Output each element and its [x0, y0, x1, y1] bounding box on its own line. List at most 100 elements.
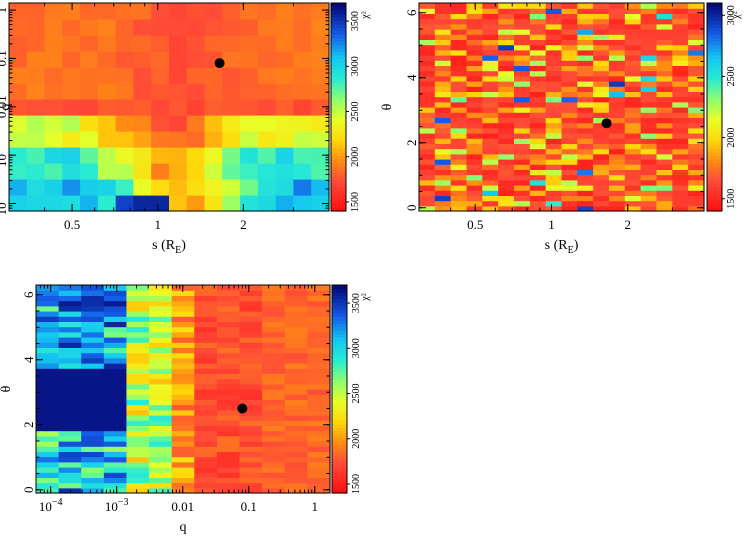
heatmap-cell	[133, 163, 152, 180]
heatmap-cell	[126, 467, 150, 473]
heatmap-cell	[434, 44, 452, 51]
heatmap-cell	[466, 55, 483, 61]
heatmap-cell	[36, 435, 60, 442]
heatmap-cell	[239, 290, 263, 296]
colorbar-swatch	[331, 141, 346, 146]
colorbar-swatch	[707, 145, 722, 150]
heatmap-cell	[169, 147, 188, 164]
heatmap-cell	[593, 75, 610, 82]
colorbar-swatch	[331, 86, 346, 91]
heatmap-cell	[126, 415, 150, 421]
heatmap-cell	[36, 331, 60, 338]
heatmap-cell	[577, 96, 594, 103]
heatmap-cell	[293, 147, 312, 164]
colorbar-swatch	[331, 148, 346, 153]
colorbar-swatch	[331, 120, 346, 125]
colorbar-swatch	[707, 20, 722, 25]
heatmap-cell	[561, 169, 578, 176]
heatmap-cell	[545, 122, 563, 129]
y-axis-label: q	[0, 104, 13, 111]
heatmap-cell	[284, 285, 308, 291]
heatmap-cell	[498, 18, 515, 25]
colorbar-swatch	[332, 437, 347, 442]
heatmap-cell	[216, 383, 241, 390]
heatmap-cell	[514, 112, 531, 118]
colorbar-swatch	[707, 162, 722, 167]
heatmap-cell	[293, 35, 312, 52]
heatmap-cell	[688, 70, 705, 77]
heatmap-cell	[514, 159, 531, 165]
heatmap-cell	[133, 3, 152, 20]
heatmap-cell	[186, 115, 206, 132]
heatmap-cell	[466, 23, 483, 30]
heatmap-cell	[257, 67, 277, 84]
heatmap-cell	[275, 35, 295, 52]
heatmap-cell	[239, 300, 263, 307]
heatmap-cell	[194, 368, 218, 374]
heatmap-cell	[239, 446, 263, 452]
heatmap-cell	[672, 143, 689, 150]
heatmap-cell	[672, 205, 689, 212]
heatmap-cell	[482, 44, 499, 51]
heatmap-cell	[262, 347, 286, 354]
heatmap-cell	[194, 295, 218, 302]
heatmap-cell	[262, 363, 286, 369]
heatmap-cell	[514, 107, 531, 113]
heatmap-cell	[498, 70, 515, 77]
heatmap-cell	[672, 169, 689, 176]
heatmap-cell	[688, 205, 705, 212]
heatmap-cell	[186, 67, 206, 84]
colorbar-tick-label: 2500	[350, 102, 361, 122]
heatmap-cell	[688, 112, 705, 118]
heatmap-cell	[561, 122, 578, 129]
heatmap-cell	[171, 389, 195, 395]
heatmap-cell	[466, 44, 483, 51]
heatmap-cell	[672, 133, 689, 139]
heatmap-cell	[171, 425, 195, 432]
heatmap-cell	[149, 305, 173, 312]
heatmap-cell	[419, 44, 436, 51]
heatmap-cell	[149, 399, 173, 406]
heatmap-cell	[640, 143, 658, 150]
heatmap-cell	[36, 446, 60, 452]
heatmap-cell	[529, 75, 547, 82]
heatmap-cell	[450, 205, 468, 212]
heatmap-cell	[466, 179, 483, 186]
heatmap-cell	[672, 49, 689, 56]
heatmap-cell	[81, 311, 105, 317]
heatmap-cell	[307, 409, 331, 416]
heatmap-cell	[514, 117, 531, 124]
heatmap-cell	[216, 477, 241, 484]
heatmap-cell	[514, 86, 531, 92]
heatmap-cell	[545, 3, 563, 9]
heatmap-cell	[194, 383, 218, 390]
heatmap-cell	[58, 378, 82, 385]
heatmap-cell	[656, 96, 673, 103]
colorbar-swatch	[331, 72, 346, 77]
heatmap-cell	[151, 67, 170, 84]
heatmap-cell	[593, 174, 610, 181]
heatmap-cell	[514, 13, 531, 20]
y-tick-label: 6	[21, 291, 36, 298]
heatmap-cell	[81, 404, 105, 411]
heatmap-cell	[240, 35, 259, 52]
heatmap-cell	[514, 195, 531, 202]
heatmap-cell	[275, 195, 295, 212]
heatmap-cell	[257, 195, 277, 212]
heatmap-cell	[656, 91, 673, 98]
colorbar-swatch	[707, 6, 722, 11]
heatmap-cell	[186, 99, 206, 116]
heatmap-cell	[216, 404, 241, 411]
heatmap-cell	[239, 347, 263, 354]
heatmap-cell	[419, 101, 436, 108]
heatmap-cell	[688, 101, 705, 108]
heatmap-cell	[36, 404, 60, 411]
heatmap-cell	[529, 3, 547, 9]
colorbar-swatch	[332, 382, 347, 387]
heatmap-cell	[482, 164, 499, 170]
heatmap-cell	[482, 185, 499, 191]
heatmap-cell	[577, 18, 594, 25]
heatmap-cell	[577, 153, 594, 160]
x-tick-label: 2	[624, 217, 631, 232]
heatmap-cell	[640, 55, 658, 61]
